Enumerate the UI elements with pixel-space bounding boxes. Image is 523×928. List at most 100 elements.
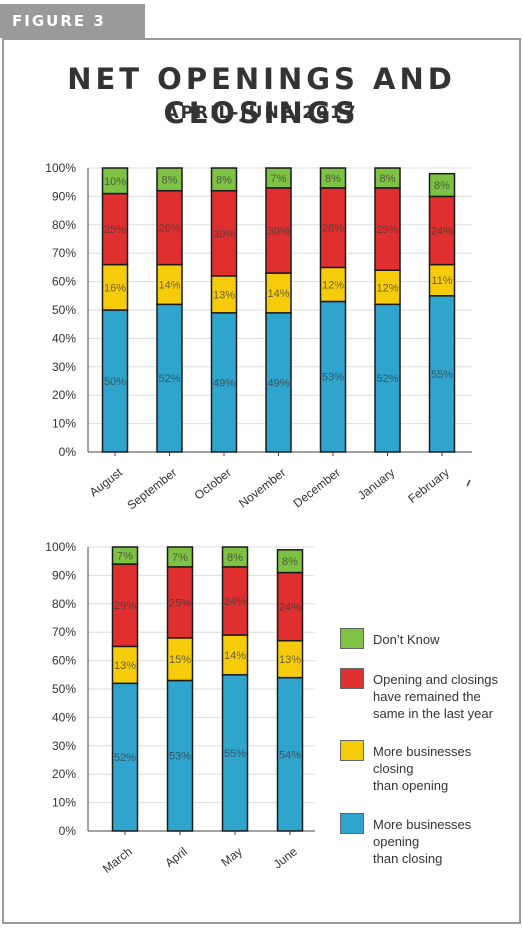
data-label: 14% — [158, 279, 180, 291]
data-label: 52% — [158, 373, 180, 385]
data-label: 24% — [431, 225, 453, 237]
bar-segment-dont-know — [111, 546, 139, 565]
bar-segment-remained-same — [374, 187, 401, 271]
axis-tick-fragment — [466, 479, 471, 487]
y-tick-label: 90% — [52, 568, 76, 582]
bar-segment-dont-know — [428, 172, 456, 198]
data-label: 55% — [224, 748, 246, 760]
data-label: 8% — [216, 174, 232, 186]
y-tick-label: 70% — [52, 246, 76, 260]
data-label: 11% — [431, 275, 452, 287]
data-label: 26% — [158, 223, 180, 235]
y-tick-label: 0% — [59, 445, 77, 459]
data-label: 7% — [117, 551, 133, 563]
legend-label-more-closing: More businesses closing than opening — [373, 744, 472, 793]
legend-swatch-more-opening — [340, 813, 364, 834]
bar-segment-more-closing — [319, 266, 347, 303]
data-label: 52% — [376, 373, 398, 385]
bar-segment-dont-know — [210, 167, 238, 192]
bar-segment-more-opening — [156, 303, 183, 453]
y-tick-label: 50% — [52, 682, 76, 696]
y-tick-label: 40% — [52, 331, 76, 345]
bar-segment-dont-know — [101, 167, 129, 195]
bar-segment-dont-know — [221, 546, 249, 568]
bar-segment-dont-know — [319, 167, 347, 189]
legend-label-dont-know: Don’t Know — [373, 632, 440, 647]
data-label: 30% — [213, 228, 235, 240]
y-tick-label: 60% — [52, 275, 76, 289]
legend-swatch-dont-know — [340, 628, 364, 649]
data-label: 14% — [224, 650, 246, 662]
x-tick-label: January — [355, 465, 397, 502]
bar-segment-more-opening — [166, 679, 194, 832]
y-tick-label: 0% — [59, 824, 77, 838]
bar-segment-remained-same — [265, 187, 292, 274]
data-label: 16% — [104, 282, 126, 294]
bar-segment-more-closing — [374, 269, 401, 306]
data-label: 12% — [376, 282, 398, 294]
bar-segment-more-opening — [319, 300, 347, 453]
x-tick-label: August — [87, 465, 126, 499]
x-tick-label: May — [218, 844, 244, 869]
bar-segment-more-closing — [156, 263, 183, 306]
chart-bottom: 0% 10% 20% 30% 40% 50% 60% 70% 80% 90% 100% 52% 13% 2… — [45, 540, 315, 876]
bar-segment-remained-same — [156, 189, 183, 266]
chart-subtitle: APRIL-JUNE 2017 — [165, 103, 358, 123]
bar-segment-dont-know — [156, 167, 183, 192]
bar-segment-more-closing — [166, 637, 194, 682]
y-tick-label: 60% — [52, 654, 76, 668]
y-tick-label: 90% — [52, 189, 76, 203]
legend-swatch-more-closing — [340, 740, 364, 761]
data-label: 15% — [169, 654, 191, 666]
chart-top: 0% 10% 20% 30% 40% 50% 60% 70% 80% 90% 100% 50% 16% 2… — [45, 161, 472, 513]
data-label: 53% — [169, 751, 191, 763]
x-tick-label: September — [124, 465, 179, 512]
bar-segment-more-opening — [265, 312, 292, 453]
x-tick-label: October — [192, 465, 234, 502]
data-label: 14% — [267, 288, 289, 300]
x-tick-label: April — [162, 844, 190, 870]
data-label: 12% — [322, 279, 344, 291]
y-tick-label: 40% — [52, 710, 76, 724]
data-label: 30% — [267, 225, 289, 237]
bar-segment-remained-same — [166, 566, 194, 639]
bar-segment-more-opening — [111, 682, 139, 832]
figure-label: FIGURE 3 — [0, 4, 145, 38]
data-label: 24% — [279, 602, 301, 614]
bar-segment-more-opening — [374, 303, 401, 453]
data-label: 29% — [114, 600, 136, 612]
data-label: 8% — [434, 180, 450, 192]
data-label: 25% — [169, 597, 191, 609]
y-tick-label: 100% — [45, 540, 76, 554]
data-label: 50% — [104, 376, 126, 388]
data-label: 8% — [227, 552, 243, 564]
x-tick-label: February — [405, 465, 451, 506]
data-label: 8% — [162, 174, 178, 186]
y-tick-label: 50% — [52, 303, 76, 317]
data-label: 13% — [279, 654, 301, 666]
data-label: 8% — [325, 173, 341, 185]
data-label: 55% — [431, 369, 453, 381]
data-label: 8% — [380, 173, 396, 185]
data-label: 49% — [213, 377, 235, 389]
y-tick-label: 30% — [52, 739, 76, 753]
bar-segment-dont-know — [374, 167, 401, 189]
bar-segment-more-closing — [101, 263, 129, 311]
y-tick-label: 80% — [52, 597, 76, 611]
bar-segment-dont-know — [166, 546, 194, 568]
legend-label-more-opening: More businesses opening than closing — [373, 817, 472, 866]
data-label: 49% — [267, 377, 289, 389]
x-tick-label: June — [271, 844, 300, 871]
y-tick-label: 30% — [52, 360, 76, 374]
bar-segment-more-opening — [276, 676, 304, 832]
y-tick-label: 10% — [52, 417, 76, 431]
legend-swatch-remained-same — [340, 668, 364, 689]
legend-label-remained-same: Opening and closings have remained the s… — [373, 672, 499, 721]
y-tick-label: 20% — [52, 388, 76, 402]
data-label: 13% — [213, 289, 235, 301]
chart-title: NET OPENINGS AND CLOSINGS — [67, 62, 456, 130]
data-label: 29% — [376, 224, 398, 236]
data-label: 7% — [172, 552, 188, 564]
data-label: 8% — [282, 556, 298, 568]
x-tick-label: March — [100, 844, 135, 876]
